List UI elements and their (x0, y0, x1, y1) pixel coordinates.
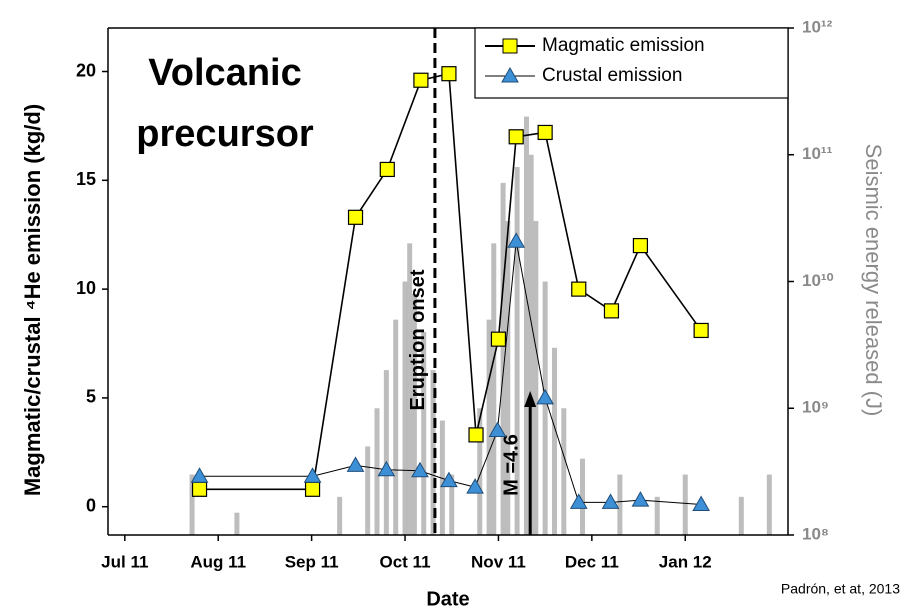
y-tick-label: 5 (86, 387, 96, 407)
bar (738, 496, 744, 535)
legend-marker (502, 38, 518, 54)
bar (411, 293, 417, 535)
annotation: Volcanic (148, 52, 301, 94)
y-tick-label: 0 (86, 495, 96, 515)
quake-arrowhead (524, 391, 537, 407)
y2-tick-label: 10¹⁰ (802, 271, 834, 290)
point (411, 461, 429, 478)
point (304, 481, 321, 497)
point (601, 493, 620, 509)
point (631, 491, 650, 507)
bar (654, 496, 660, 535)
point (632, 237, 649, 254)
point (693, 322, 709, 339)
point (466, 478, 484, 494)
bar (407, 243, 413, 535)
point (536, 388, 555, 405)
y2-tick-label: 10⁸ (802, 524, 829, 543)
point (603, 303, 620, 319)
bar (365, 446, 371, 535)
bar (551, 347, 557, 535)
bar (421, 331, 427, 535)
point (468, 427, 484, 443)
bar (682, 474, 688, 535)
point (571, 281, 587, 297)
bar (514, 167, 520, 536)
point (441, 66, 457, 82)
point (692, 495, 710, 512)
bar (189, 474, 195, 535)
y2-tick-label: 10¹¹ (802, 144, 833, 163)
point (440, 471, 458, 488)
bar (383, 370, 389, 535)
point (190, 467, 209, 483)
x-tick-label: Dec 11 (565, 552, 619, 571)
y-tick-label: 10 (76, 278, 96, 298)
bar (542, 281, 548, 535)
point (569, 493, 588, 509)
point (379, 161, 395, 178)
x-tick-label: Oct 11 (380, 552, 431, 571)
bar (491, 243, 497, 535)
point (537, 124, 553, 141)
eruption-label: Eruption onset (407, 269, 429, 410)
bar (374, 408, 380, 535)
bar (486, 319, 492, 535)
bar (500, 182, 506, 535)
series-line (199, 241, 702, 506)
x-axis-label: Date (426, 588, 469, 610)
x-tick-label: Nov 11 (471, 552, 526, 571)
bar (430, 370, 436, 535)
bar (439, 420, 445, 535)
legend-label: Crustal emission (542, 65, 682, 86)
point (191, 481, 208, 497)
bar (505, 221, 511, 535)
legend-box (474, 27, 789, 99)
legend-marker (501, 66, 519, 83)
x-tick-label: Sep 11 (285, 552, 339, 571)
y2-axis-label: Seismic energy released (J) (861, 144, 886, 417)
point (508, 129, 524, 145)
point (347, 209, 364, 225)
quake-label: M =4.6 (500, 434, 522, 496)
point (377, 460, 396, 477)
legend-label: Magmatic emission (542, 35, 705, 56)
bar (766, 474, 772, 535)
x-tick-label: Jan 12 (659, 552, 712, 571)
point (303, 467, 322, 483)
y2-tick-label: 10¹² (802, 17, 833, 36)
point (413, 72, 429, 88)
point (488, 421, 507, 438)
bar (617, 474, 623, 535)
bar (234, 512, 240, 535)
bar (337, 496, 343, 535)
bar (449, 474, 455, 535)
bar (393, 319, 399, 535)
x-tick-label: Jul 11 (101, 552, 148, 571)
y-tick-label: 15 (76, 169, 96, 189)
y-axis-label: Magmatic/crustal ⁴He emission (kg/d) (20, 104, 45, 496)
y-tick-label: 20 (76, 60, 96, 80)
bar (523, 116, 529, 535)
point (490, 331, 507, 347)
y2-tick-label: 10⁹ (802, 398, 829, 417)
bar (477, 408, 483, 535)
annotation: precursor (136, 113, 314, 155)
point (507, 232, 526, 248)
x-tick-label: Aug 11 (190, 552, 246, 571)
bar (580, 458, 586, 535)
bar (402, 281, 408, 535)
bar (528, 154, 534, 535)
bar (561, 408, 567, 535)
credit: Padrón, et at, 2013 (781, 581, 900, 597)
bar (533, 221, 539, 535)
point (346, 456, 365, 472)
